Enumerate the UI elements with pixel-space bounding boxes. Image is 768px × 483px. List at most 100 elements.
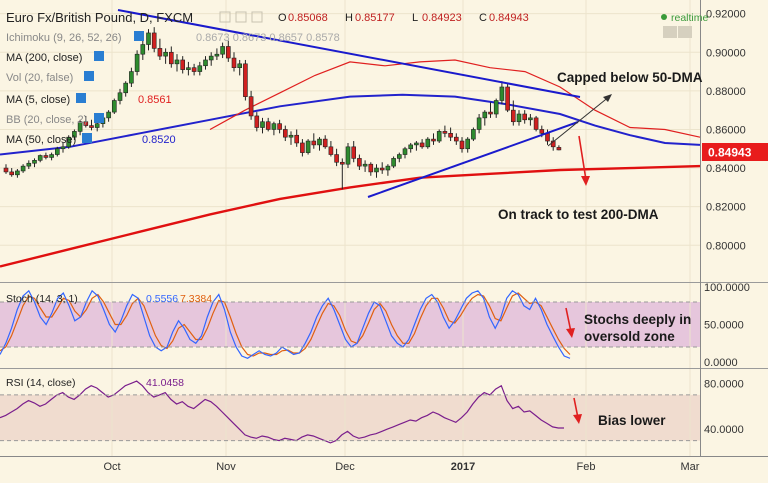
candle: [77, 119, 83, 136]
candle: [334, 148, 339, 167]
arrow-down-stoch: [565, 307, 572, 333]
indicator-settings-icon[interactable]: [76, 93, 86, 103]
candle: [151, 27, 157, 53]
candle: [117, 88, 123, 105]
stoch-tick-label: 100.0000: [704, 282, 750, 294]
ohlc-value: 0.85068: [288, 12, 328, 24]
candle: [180, 56, 185, 74]
realtime-dot-icon: [661, 14, 667, 20]
indicator-settings-icon[interactable]: [94, 113, 104, 123]
indicator-label-ichimoku[interactable]: Ichimoku (9, 26, 52, 26) 0.8673 0.8673 0…: [6, 31, 340, 44]
candle: [453, 133, 459, 145]
candle-layer: [3, 27, 562, 190]
settings-icon[interactable]: [235, 11, 247, 23]
indicator-label-text: MA (50, close): [6, 134, 76, 146]
candle: [15, 169, 20, 178]
candle: [408, 142, 414, 153]
stoch-title[interactable]: Stoch (14, 3, 1): [6, 293, 78, 305]
candle: [305, 139, 311, 155]
stoch-line-%D: [0, 292, 571, 357]
close-icon[interactable]: [251, 11, 263, 23]
indicator-settings-icon[interactable]: [94, 51, 104, 61]
candle: [402, 146, 408, 159]
candle: [505, 83, 510, 113]
candle: [72, 129, 77, 141]
ohlc-values: O 0.85068 H 0.85177 L 0.84923 C 0.84943: [278, 12, 529, 24]
ma-line-2: [209, 59, 701, 138]
candle: [294, 129, 300, 147]
toolbar-icon-1[interactable]: [678, 26, 692, 38]
candle: [186, 61, 191, 76]
candle: [106, 110, 111, 122]
price-tick-label: 0.80000: [706, 240, 746, 252]
candle: [83, 115, 89, 128]
indicator-label-ma50[interactable]: MA (50, close) 0.8520: [6, 133, 176, 146]
candle: [288, 131, 294, 145]
rsi-title[interactable]: RSI (14, close): [6, 377, 75, 389]
candle: [556, 145, 562, 151]
candle: [43, 152, 49, 160]
candle: [89, 119, 94, 131]
ma-line-1: [0, 93, 701, 156]
candle: [528, 114, 533, 126]
price-tick-label: 0.82000: [706, 202, 746, 214]
candle: [516, 110, 522, 126]
indicator-label-bb[interactable]: BB (20, close, 2): [6, 113, 104, 126]
candle: [129, 67, 134, 87]
candle: [191, 63, 197, 76]
eye-icon[interactable]: [219, 11, 231, 23]
price-tick-label: 0.90000: [706, 47, 746, 59]
candle: [220, 42, 225, 59]
symbol-title[interactable]: Euro Fx/British Pound, D, FXCM: [6, 10, 193, 25]
annotation-bias: Bias lower: [598, 413, 666, 428]
indicator-label-text: Vol (20, false): [6, 72, 73, 84]
candle: [277, 119, 282, 134]
indicator-settings-icon[interactable]: [134, 31, 144, 41]
upper-trendline: [117, 9, 581, 98]
indicator-settings-icon[interactable]: [82, 133, 92, 143]
candle: [123, 81, 128, 97]
candle: [282, 125, 288, 142]
arrow-down-stoch-head: [566, 328, 575, 338]
candle: [140, 40, 146, 60]
realtime-status: realtime: [671, 12, 709, 24]
arrow-up-head: [603, 94, 612, 102]
candle: [9, 168, 14, 177]
candle: [448, 127, 453, 142]
candle: [134, 50, 140, 76]
price-pane[interactable]: [0, 0, 700, 282]
stoch-tick-label: 0.0000: [704, 357, 738, 369]
candle: [231, 52, 237, 72]
indicator-label-text: BB (20, close, 2): [6, 114, 87, 126]
ohlc-key: O: [278, 12, 287, 24]
annotation-stochs-2: oversold zone: [584, 329, 675, 344]
candle: [391, 156, 396, 169]
indicator-label-ma5[interactable]: MA (5, close) 0.8561: [6, 93, 172, 106]
candle: [3, 164, 9, 174]
arrow-down-price-head: [581, 176, 590, 186]
candle: [271, 121, 277, 136]
time-tick-label: Mar: [681, 461, 700, 473]
candle: [431, 133, 436, 145]
indicator-label-text: MA (5, close): [6, 94, 70, 106]
price-axis-ticks: 0.92000 0.90000 0.88000 0.86000 0.84000 0.820…: [706, 9, 746, 253]
price-tick-label: 0.92000: [706, 9, 746, 21]
rsi-layer: [0, 380, 700, 444]
indicator-label-ma200[interactable]: MA (200, close): [6, 51, 104, 64]
candle: [471, 127, 476, 142]
time-tick-label: Dec: [335, 461, 355, 473]
indicator-label-vol[interactable]: Vol (20, false): [6, 71, 94, 84]
ohlc-value: 0.85177: [355, 12, 395, 24]
arrow-down-price: [578, 135, 587, 181]
annotation-track: On track to test 200-DMA: [498, 207, 659, 222]
stoch-axis-ticks: 100.0000 50.0000 0.0000: [704, 282, 750, 369]
toolbar-icon-2[interactable]: [663, 26, 677, 38]
candle: [488, 102, 493, 118]
rsi-tick-label: 80.0000: [704, 378, 744, 390]
price-axis-area[interactable]: [700, 0, 768, 456]
current-price-label: 0.84943: [708, 146, 752, 160]
candle: [112, 98, 117, 115]
lower-trendline: [367, 121, 579, 198]
indicator-settings-icon[interactable]: [84, 71, 94, 81]
